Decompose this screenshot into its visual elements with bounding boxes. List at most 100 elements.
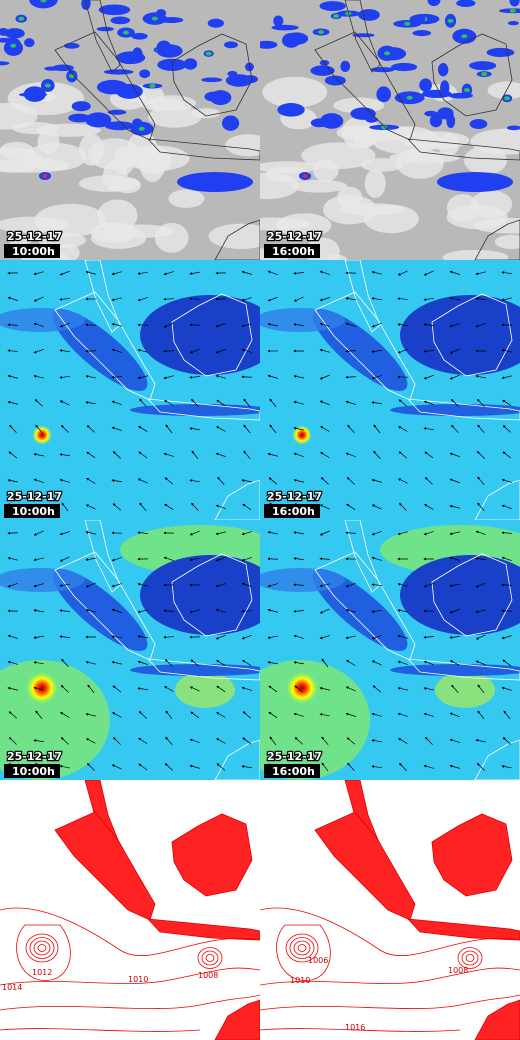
wind-arrow [111,426,122,431]
wind-arrow [35,710,43,720]
time-label: 16:00h [272,505,315,518]
wind-arrow [294,685,304,693]
wind-arrow [345,712,356,717]
coastline [84,0,121,73]
wind-arrow [267,323,278,327]
cloud [147,106,202,128]
wind-arrow [477,476,485,486]
wind-arrow [216,426,226,432]
wind-arrow [502,737,511,745]
coastline [84,260,121,333]
time-label: 10:00h [12,245,55,258]
wind-arrow [7,531,19,535]
wind-arrow [7,660,18,665]
rain-core [504,96,511,101]
rain-core [205,51,212,56]
wind-arrow [137,687,148,691]
coastline [314,291,416,401]
cloud [97,199,138,232]
wind-arrow [137,660,148,665]
cloud [446,204,508,230]
wind-arrow [191,398,199,407]
map-panel: 25-12-17 10:00h [0,520,260,780]
wind-arrow [501,478,512,483]
isobar [25,933,59,963]
wind-arrow [477,502,485,512]
wind-arrow [321,736,329,746]
rain-cloud [201,77,223,83]
wind-arrow [449,348,460,354]
rain-core [303,174,307,178]
coastline [344,260,381,333]
wind-arrow [59,609,71,613]
rain-cloud [506,125,520,131]
contour-label: 1006 [308,956,328,965]
wind-arrow [398,426,408,432]
wind-arrow [59,270,70,276]
map-panel: 25-12-17 16:00h [260,260,520,520]
coastline [84,520,121,593]
isobar [293,940,311,956]
wind-arrow [137,348,148,353]
wind-arrow [293,452,304,457]
wind-arrow [397,712,408,717]
cloud [78,175,140,192]
wind-arrow [503,710,511,720]
isobar [465,954,475,962]
wind-arrow [163,375,174,380]
wind-arrow [293,634,304,639]
wind-arrow [346,659,356,666]
wind-arrow [59,349,70,353]
rain-core [44,83,51,88]
wind-arrow [267,296,278,302]
wind-arrow [475,660,486,666]
wind-arrow [319,608,330,614]
wind-arrow [371,635,382,640]
wind-arrow [189,764,200,769]
cloud [262,76,328,108]
rain-cloud [0,61,10,66]
wind-arrow [216,738,226,744]
rain-cloud [24,38,35,48]
wind-arrow [85,608,96,613]
wind-arrow [164,763,173,771]
coastline [171,553,253,637]
wind-arrow [215,504,226,510]
rain-cloud [448,92,474,99]
rain-cloud [456,0,476,7]
coastline [214,479,260,520]
wind-arrow [424,477,433,485]
wind-arrow [111,660,122,665]
wind-arrow [8,737,17,745]
rain-cloud [68,113,91,123]
wind-arrow [137,375,148,380]
isobar [33,940,51,956]
wind-arrow [423,635,435,639]
wind-arrow [87,684,95,694]
cloud [260,217,311,231]
wind-arrow [397,687,408,691]
wind-arrow [59,322,70,328]
isobar [289,937,315,959]
wind-arrow [475,739,486,743]
wind-arrow [501,556,512,561]
wind-arrow [501,531,513,535]
coastline [171,293,253,377]
wind-arrow [86,451,96,459]
rain-cloud [209,90,232,106]
wind-arrow [449,609,460,614]
wind-arrow [399,762,407,771]
wind-arrow [137,478,148,484]
wind-arrow [319,270,330,275]
wind-arrow [397,660,408,665]
wind-arrow [85,323,97,327]
isobar [16,924,71,981]
wind-arrow [243,398,251,408]
rain-core [404,21,411,26]
wind-arrow [345,375,357,379]
wind-arrow [319,713,330,717]
coastline [474,479,520,520]
contour-label: 1010 [128,975,148,984]
wind-arrow [477,424,485,434]
wind-arrow [267,608,278,613]
